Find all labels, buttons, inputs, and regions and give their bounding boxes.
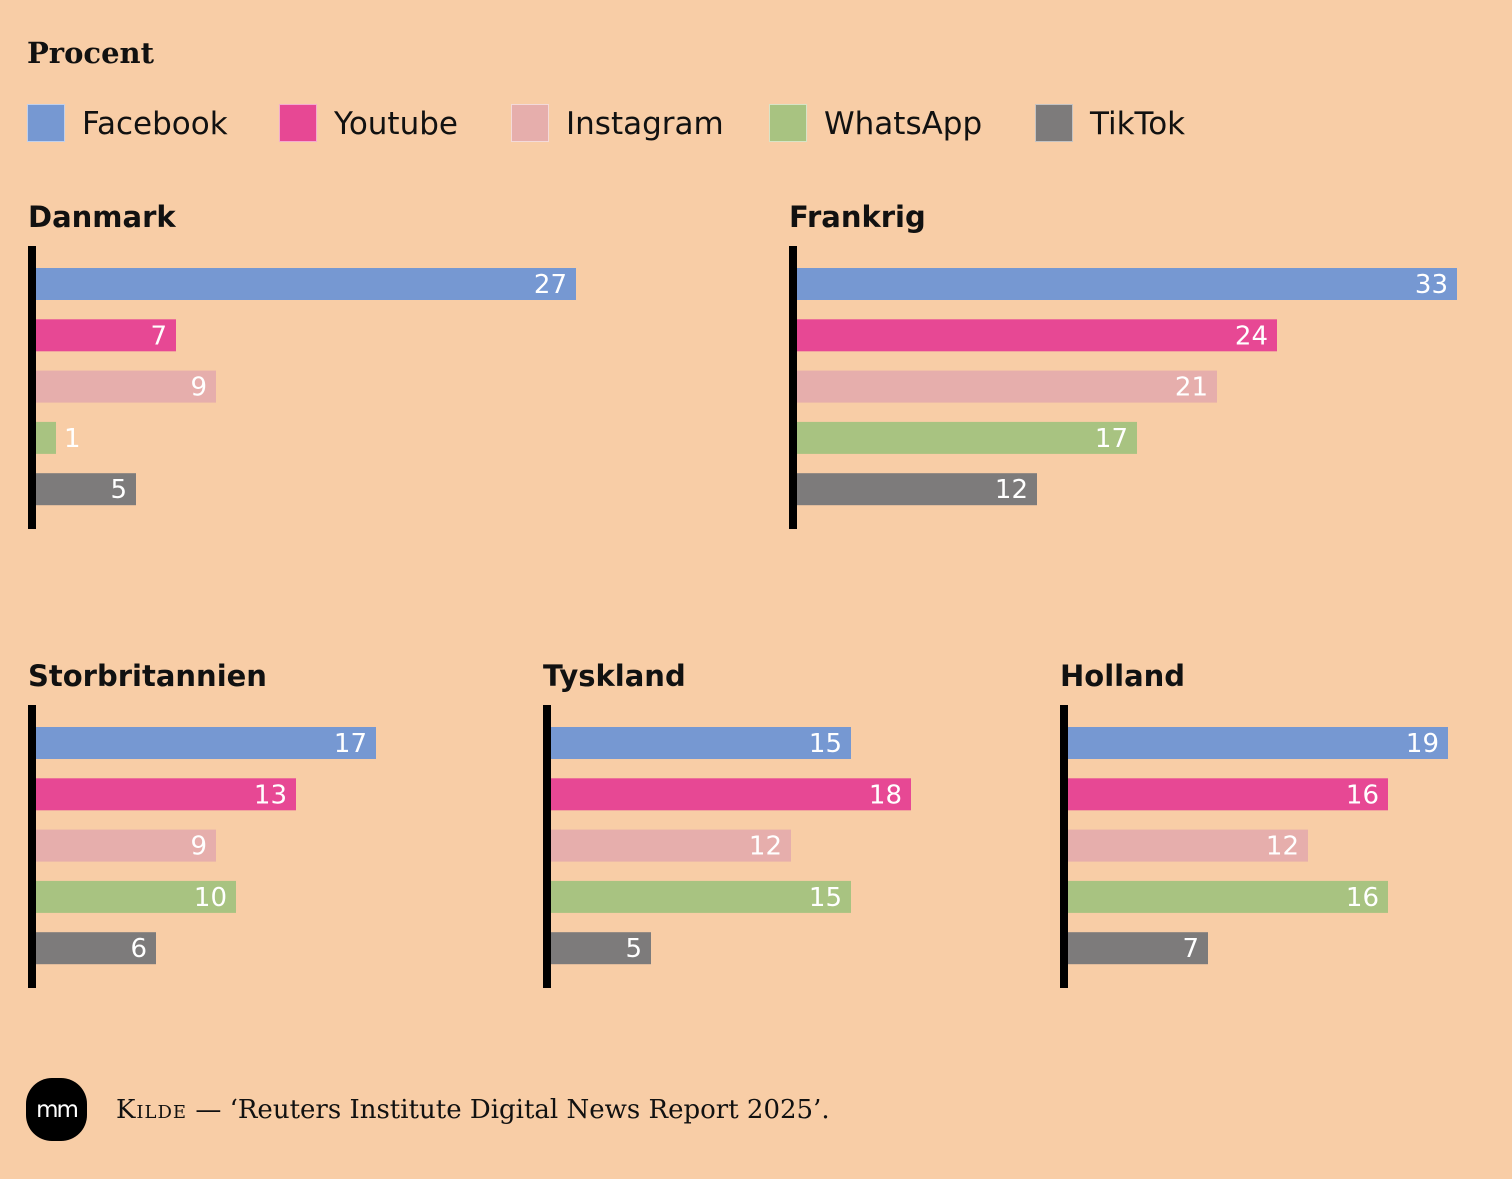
value-label-holland-youtube: 16 <box>1346 780 1379 810</box>
bar-tyskland-youtube <box>551 778 911 811</box>
value-label-frankrig-tiktok: 12 <box>995 475 1028 505</box>
legend-label-youtube: Youtube <box>334 106 458 142</box>
axis-line-frankrig <box>789 246 797 529</box>
panel-frankrig: Frankrig 33 24 21 17 12 <box>789 200 1457 529</box>
bar-storbritannien-tiktok <box>36 932 156 965</box>
bar-storbritannien-facebook <box>36 727 376 759</box>
value-label-frankrig-whatsapp: 17 <box>1095 424 1128 454</box>
bar-tyskland-tiktok <box>551 932 651 965</box>
bar-danmark-tiktok <box>36 473 136 506</box>
legend-label-instagram: Instagram <box>566 106 724 142</box>
bar-holland-youtube <box>1068 778 1388 811</box>
bar-storbritannien-instagram <box>36 829 216 862</box>
bar-frankrig-youtube <box>797 319 1277 352</box>
bar-danmark-facebook <box>36 268 576 300</box>
value-label-danmark-facebook: 27 <box>534 270 567 300</box>
source-dash: — <box>195 1095 222 1125</box>
value-label-storbritannien-facebook: 17 <box>334 729 367 759</box>
axis-line-tyskland <box>543 705 551 988</box>
panel-storbritannien: Storbritannien 17 13 9 10 6 <box>28 659 376 988</box>
bar-danmark-instagram <box>36 370 216 403</box>
bar-storbritannien-youtube <box>36 778 296 811</box>
bar-holland-whatsapp <box>1068 880 1388 913</box>
source-label: Kilde <box>116 1095 188 1125</box>
panel-tyskland: Tyskland 15 18 12 15 5 <box>543 659 911 988</box>
bar-tyskland-facebook <box>551 727 851 759</box>
legend-label-tiktok: TikTok <box>1090 106 1186 142</box>
bar-frankrig-tiktok <box>797 473 1037 506</box>
value-label-frankrig-youtube: 24 <box>1235 321 1268 351</box>
panel-danmark: Danmark 27 79 15 <box>28 200 576 529</box>
value-label-danmark-youtube: 7 <box>150 321 167 351</box>
value-label-frankrig-facebook: 33 <box>1415 270 1448 300</box>
panel-title-tyskland: Tyskland <box>543 659 686 693</box>
axis-line-danmark <box>28 246 36 529</box>
source-reference: ‘Reuters Institute Digital News Report 2… <box>229 1095 830 1125</box>
bar-frankrig-facebook <box>797 268 1457 300</box>
value-label-danmark-whatsapp: 1 <box>64 424 81 454</box>
bar-frankrig-whatsapp <box>797 421 1137 454</box>
value-label-tyskland-tiktok: 5 <box>625 934 642 964</box>
value-label-holland-facebook: 19 <box>1406 729 1439 759</box>
legend-label-whatsapp: WhatsApp <box>824 106 983 142</box>
panel-holland: Holland 19 16 12 16 7 <box>1060 659 1448 988</box>
legend-swatch-instagram <box>511 104 549 142</box>
panel-title-storbritannien: Storbritannien <box>28 659 267 693</box>
value-label-storbritannien-tiktok: 6 <box>130 934 147 964</box>
bar-holland-facebook <box>1068 727 1448 759</box>
mm-logo: mm <box>26 1078 87 1141</box>
bar-danmark-whatsapp <box>36 421 56 454</box>
legend-swatch-youtube <box>279 104 317 142</box>
value-label-holland-tiktok: 7 <box>1182 934 1199 964</box>
value-label-storbritannien-youtube: 13 <box>254 780 287 810</box>
bar-holland-tiktok <box>1068 932 1208 965</box>
panel-title-danmark: Danmark <box>28 200 176 234</box>
value-label-tyskland-facebook: 15 <box>809 729 842 759</box>
value-label-danmark-instagram: 9 <box>190 373 207 403</box>
bar-holland-instagram <box>1068 829 1308 862</box>
value-label-holland-instagram: 12 <box>1266 832 1299 862</box>
value-label-storbritannien-instagram: 9 <box>190 832 207 862</box>
source-text: Kilde — ‘Reuters Institute Digital News … <box>116 1095 830 1125</box>
panel-title-holland: Holland <box>1060 659 1185 693</box>
value-label-holland-whatsapp: 16 <box>1346 883 1379 913</box>
value-label-storbritannien-whatsapp: 10 <box>194 883 227 913</box>
value-label-tyskland-youtube: 18 <box>869 780 902 810</box>
legend-label-facebook: Facebook <box>82 106 228 142</box>
axis-line-holland <box>1060 705 1068 988</box>
chart-title: Procent <box>27 36 155 70</box>
legend-swatch-whatsapp <box>769 104 807 142</box>
bar-storbritannien-whatsapp <box>36 880 236 913</box>
value-label-tyskland-whatsapp: 15 <box>809 883 842 913</box>
axis-line-storbritannien <box>28 705 36 988</box>
panel-title-frankrig: Frankrig <box>789 200 926 234</box>
value-label-danmark-tiktok: 5 <box>110 475 127 505</box>
value-label-frankrig-instagram: 21 <box>1175 373 1208 403</box>
bar-tyskland-whatsapp <box>551 880 851 913</box>
bar-tyskland-instagram <box>551 829 791 862</box>
legend-swatch-tiktok <box>1035 104 1073 142</box>
value-label-tyskland-instagram: 12 <box>749 832 782 862</box>
legend-swatch-facebook <box>27 104 65 142</box>
bar-frankrig-instagram <box>797 370 1217 403</box>
bar-danmark-youtube <box>36 319 176 352</box>
